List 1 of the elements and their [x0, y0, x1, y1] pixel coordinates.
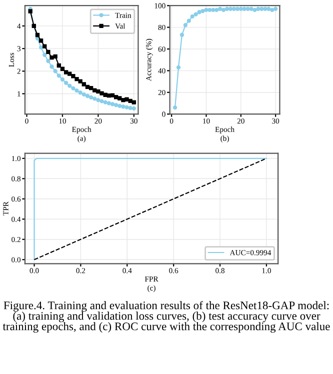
text: Figure.4. Training and evaluation results of the ResNet18-GAP model: (a) training and validation loss curves, (b) test accuracy curve over training epochs, and (c) ROC curve with the corresponding AUC value [2, 301, 330, 333]
